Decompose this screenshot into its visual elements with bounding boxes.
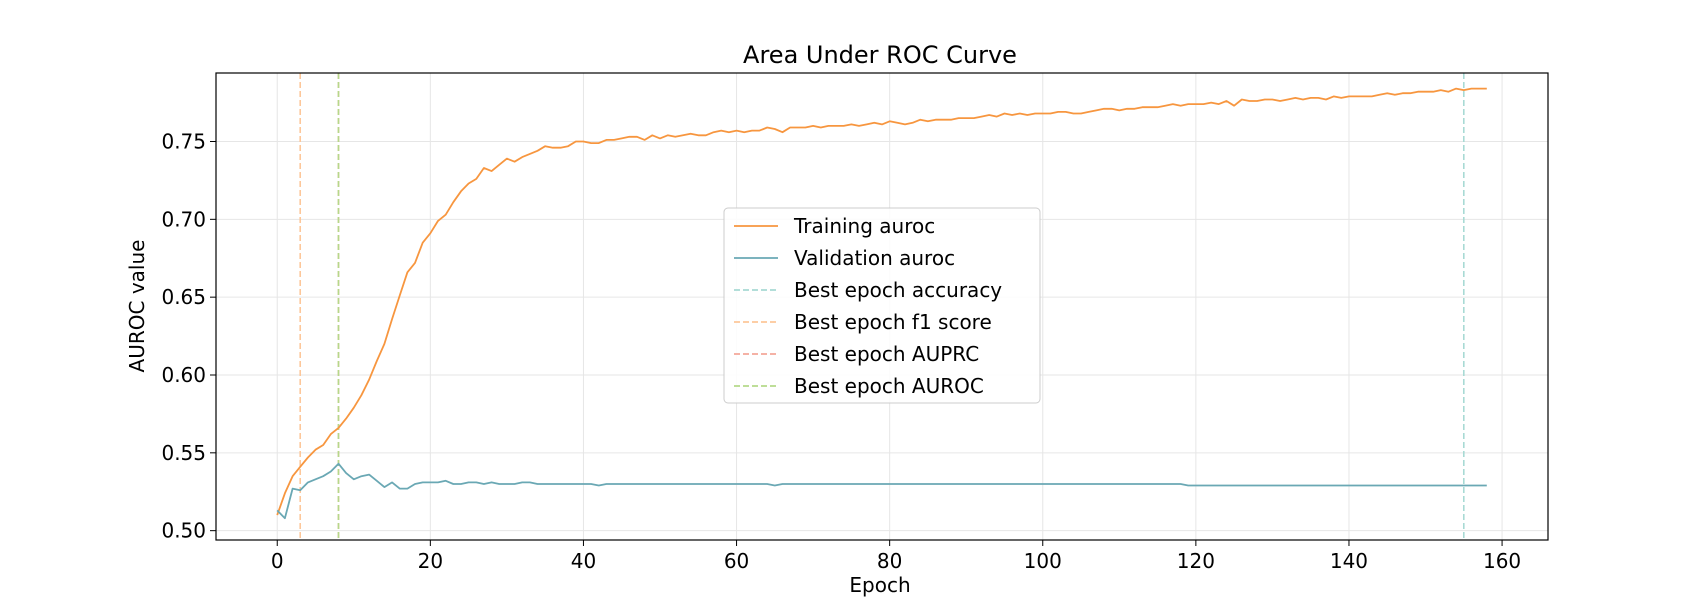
x-tick-label: 60 (724, 549, 749, 573)
x-tick-label: 40 (571, 549, 596, 573)
training-auroc-line (276, 87, 1487, 516)
series-lines (276, 87, 1487, 520)
y-tick-label: 0.70 (161, 207, 206, 231)
legend-label-training-auroc: Training auroc (793, 214, 935, 238)
y-axis-ticks: 0.50 0.55 0.60 0.65 0.70 0.75 (161, 129, 216, 543)
y-axis-label: AUROC value (125, 240, 149, 373)
legend: Training auroc Validation auroc Best epoch… (723, 207, 1041, 404)
legend-box (723, 207, 1041, 404)
chart-title: Area Under ROC Curve (743, 41, 1017, 69)
x-axis-label: Epoch (849, 573, 910, 597)
y-tick-label: 0.75 (161, 129, 206, 153)
y-tick-label: 0.65 (161, 285, 206, 309)
y-tick-label: 0.60 (161, 363, 206, 387)
legend-label-best-epoch-accuracy: Best epoch accuracy (794, 278, 1002, 302)
y-tick-label: 0.50 (161, 519, 206, 543)
legend-label-best-epoch-auprc: Best epoch AUPRC (794, 342, 979, 366)
legend-label-best-epoch-f1-score: Best epoch f1 score (794, 310, 992, 334)
x-tick-label: 120 (1177, 549, 1215, 573)
y-tick-label: 0.55 (161, 441, 206, 465)
x-tick-label: 0 (271, 549, 284, 573)
x-tick-label: 80 (877, 549, 902, 573)
x-tick-label: 20 (418, 549, 443, 573)
plot-frame (215, 72, 1549, 541)
legend-label-best-epoch-auroc: Best epoch AUROC (794, 374, 984, 398)
legend-label-validation-auroc: Validation auroc (794, 246, 955, 270)
best-epoch-lines (299, 73, 1465, 540)
x-axis-ticks: 0 20 40 60 80 100 120 140 160 (271, 540, 1521, 573)
x-tick-label: 140 (1330, 549, 1368, 573)
validation-auroc-line (276, 462, 1487, 520)
x-tick-label: 100 (1024, 549, 1062, 573)
x-tick-label: 160 (1483, 549, 1521, 573)
